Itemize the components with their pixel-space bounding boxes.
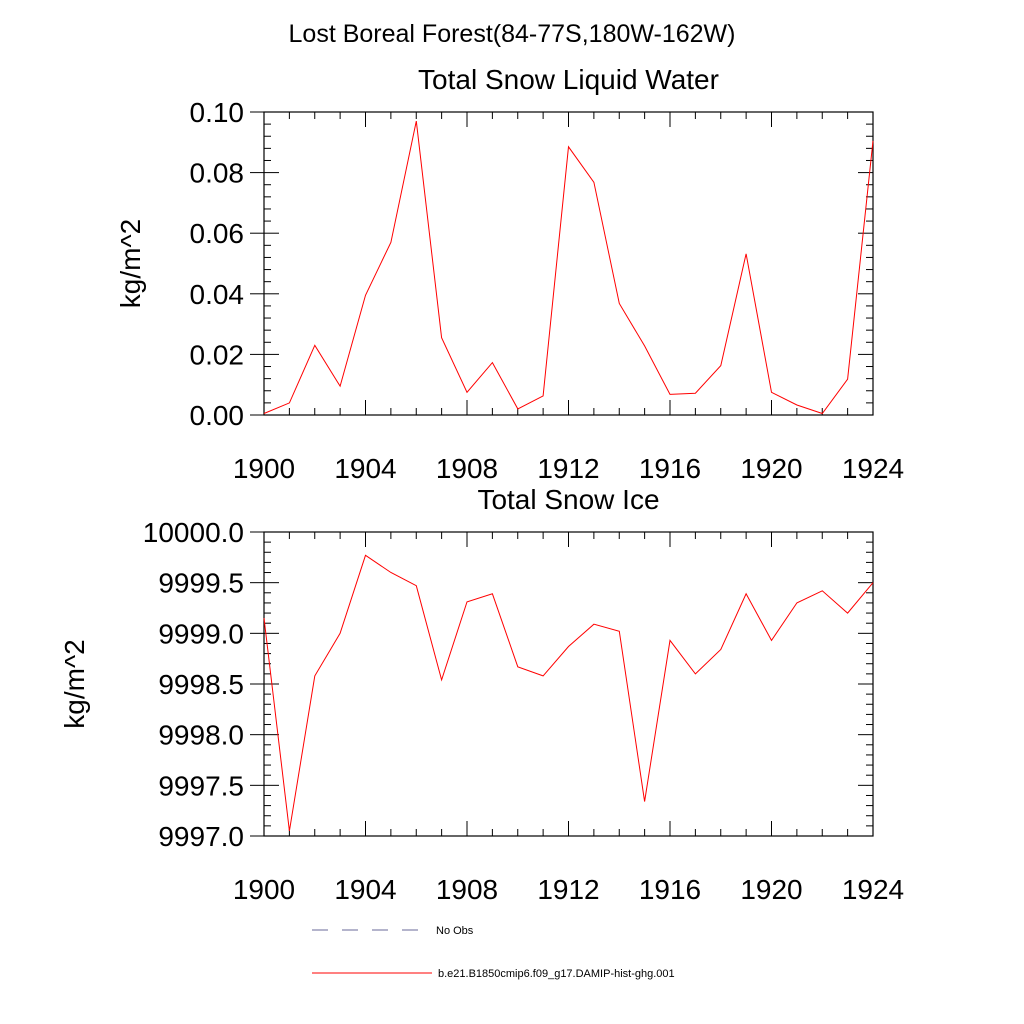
series-line	[263, 120, 874, 415]
legend-no-obs-label: No Obs	[436, 925, 474, 937]
y-tick-label: 9999.5	[158, 568, 244, 599]
y-tick-label: 0.04	[190, 279, 245, 310]
legend-series-label: b.e21.B1850cmip6.f09_g17.DAMIP-hist-ghg.…	[438, 968, 675, 980]
y-axis-label: kg/m^2	[115, 219, 146, 308]
plot-frame	[263, 531, 874, 837]
y-tick-label: 0.06	[190, 218, 245, 249]
y-tick-label: 0.00	[190, 400, 245, 431]
x-tick-label: 1912	[537, 453, 599, 484]
y-tick-label: 9999.0	[158, 618, 244, 649]
y-tick-label: 9997.0	[158, 821, 244, 852]
x-tick-label: 1924	[842, 453, 904, 484]
y-tick-label: 9998.0	[158, 720, 244, 751]
x-tick-label: 1924	[842, 874, 904, 905]
chart-title: Total Snow Ice	[477, 484, 659, 515]
x-tick-label: 1908	[436, 874, 498, 905]
figure-title: Lost Boreal Forest(84-77S,180W-162W)	[289, 20, 736, 48]
x-tick-label: 1916	[639, 453, 701, 484]
x-tick-label: 1904	[334, 453, 396, 484]
x-tick-label: 1912	[537, 874, 599, 905]
y-tick-label: 9997.5	[158, 770, 244, 801]
y-tick-label: 0.02	[190, 339, 245, 370]
y-tick-label: 10000.0	[143, 517, 244, 548]
chart-title: Total Snow Liquid Water	[418, 64, 719, 95]
x-tick-label: 1920	[740, 453, 802, 484]
y-tick-label: 0.10	[190, 97, 245, 128]
chart-panels: Total Snow Liquid Water 1900 1904 1908 1912 1…	[59, 64, 904, 905]
chart-panel-1: Total Snow Liquid Water 1900 1904 1908 1912 1…	[115, 64, 904, 484]
x-tick-label: 1916	[639, 874, 701, 905]
x-tick-label: 1900	[233, 874, 295, 905]
y-tick-label: 0.08	[190, 158, 245, 189]
legend: No Obs b.e21.B1850cmip6.f09_g17.DAMIP-hi…	[312, 925, 675, 980]
x-tick-label: 1908	[436, 453, 498, 484]
x-tick-label: 1900	[233, 453, 295, 484]
y-tick-label: 9998.5	[158, 669, 244, 700]
series-line	[263, 554, 874, 831]
chart-panel-2: Total Snow Ice 1900 1904 1908 1912 1916 1920 19…	[59, 484, 904, 905]
x-tick-label: 1904	[334, 874, 396, 905]
x-tick-label: 1920	[740, 874, 802, 905]
y-axis-label: kg/m^2	[59, 639, 90, 728]
plot-frame	[263, 111, 874, 416]
